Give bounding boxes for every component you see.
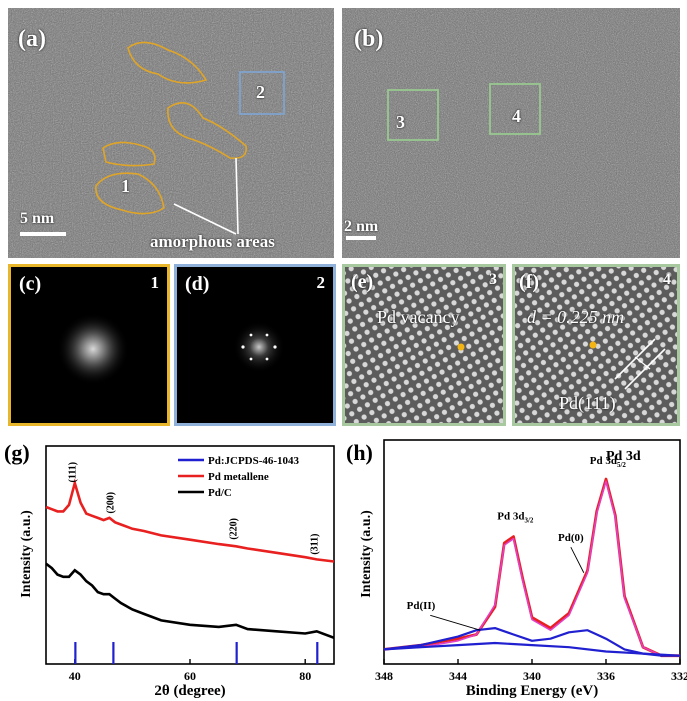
leader-line <box>430 614 481 631</box>
panel-label-f: (f) <box>519 271 539 293</box>
lattice-line <box>614 338 656 380</box>
peak-label: (111) <box>67 462 78 483</box>
region-box-2 <box>239 71 285 115</box>
panel-label-g: (g) <box>4 440 30 465</box>
x-axis-label: 2θ (degree) <box>154 683 225 699</box>
y-axis-label: Intensity (a.u.) <box>19 510 34 598</box>
peak-label: Pd(II) <box>407 600 436 612</box>
legend-entry: Pd/C <box>208 487 232 499</box>
amorphous-outline <box>127 41 208 84</box>
vacancy-label: Pd vacancy <box>377 307 460 327</box>
region-box-4 <box>489 83 541 135</box>
panel-index-d: 2 <box>316 273 326 292</box>
scale-bar <box>20 232 66 236</box>
region-box-3 <box>387 89 439 141</box>
x-tick-label: 336 <box>597 669 615 683</box>
xrd-plot: 40 60 80 (g) 2θ (degree) Intensity (a.u.) … <box>4 440 335 699</box>
legend-entry: Pd:JCPDS-46-1043 <box>208 455 300 467</box>
scale-bar <box>346 236 376 240</box>
xps-plot: 348 344 340 336 332 (h) Pd 3d Binding Energy… <box>346 439 687 699</box>
series-background <box>383 641 681 657</box>
panel-index-e: 3 <box>489 271 497 288</box>
lattice-line <box>624 348 666 390</box>
x-tick-label: 332 <box>671 669 687 683</box>
tem-texture-a <box>8 8 334 258</box>
scale-text-a: 5 nm <box>20 210 55 227</box>
annotation-arrow <box>173 203 237 235</box>
scale-text-b: 2 nm <box>344 218 379 235</box>
panel-index-f: 4 <box>663 271 671 288</box>
series-pd-ii- <box>383 627 680 657</box>
peak-label: (220) <box>229 518 240 540</box>
series-fit <box>383 480 680 657</box>
y-axis-label: Intensity (a.u.) <box>359 510 374 598</box>
hrtem-image-f: (f) 4 d = 0.225 nm Pd(111) <box>512 264 680 426</box>
series-pd-metallene <box>45 478 335 563</box>
panel-index-c: 1 <box>150 273 160 292</box>
lattice-texture-e <box>345 267 503 423</box>
fft-pattern-c <box>57 313 129 385</box>
amorphous-label: amorphous areas <box>150 232 275 251</box>
panel-label-a: (a) <box>18 26 46 52</box>
panel-label-d: (d) <box>185 273 210 295</box>
panel-label-e: (e) <box>351 271 374 293</box>
peak-label: Pd 3d3/2 <box>497 511 534 525</box>
plane-label: Pd(111) <box>559 393 616 413</box>
peak-label: (200) <box>105 492 116 514</box>
panel-label-c: (c) <box>19 273 42 295</box>
peak-label: (311) <box>309 534 320 555</box>
region-label-1: 1 <box>121 176 130 196</box>
amorphous-outline <box>167 102 247 160</box>
x-tick-label: 348 <box>375 669 393 683</box>
fft-image-c: (c) 1 <box>8 264 170 426</box>
annotation-arrow <box>235 157 239 235</box>
region-label-3: 3 <box>396 112 405 132</box>
vacancy-dot <box>457 343 465 351</box>
x-axis-label: Binding Energy (eV) <box>466 683 599 699</box>
fft-pattern-d <box>233 321 285 373</box>
d-spacing-label: d = 0.225 nm <box>527 307 625 327</box>
peak-label: Pd(0) <box>558 532 584 544</box>
legend-entry: Pd metallene <box>208 471 269 483</box>
vacancy-dot <box>589 341 597 349</box>
tem-image-b: (b) 3 4 2 nm <box>342 8 680 258</box>
x-tick-label: 340 <box>523 669 541 683</box>
lattice-texture-f <box>515 267 677 423</box>
series-pd-c <box>45 562 335 640</box>
chart-title: Pd 3d <box>606 449 641 464</box>
x-tick-label: 80 <box>299 669 311 683</box>
amorphous-outline <box>95 172 165 215</box>
panel-label-h: (h) <box>346 440 373 465</box>
x-tick-label: 40 <box>69 669 81 683</box>
tem-image-a: (a) 2 1 5 nm amorphous areas <box>8 8 334 258</box>
panel-label-b: (b) <box>354 26 384 52</box>
region-label-4: 4 <box>512 106 521 126</box>
fft-image-d: (d) 2 <box>174 264 336 426</box>
x-tick-label: 344 <box>449 669 467 683</box>
chart-h: 348 344 340 336 332 (h) Pd 3d Binding Energy… <box>342 432 687 701</box>
chart-g: 40 60 80 (g) 2θ (degree) Intensity (a.u.) … <box>0 432 342 701</box>
leader-line <box>570 547 585 573</box>
x-tick-label: 60 <box>184 669 196 683</box>
region-label-2: 2 <box>256 82 265 102</box>
hrtem-image-e: (e) 3 Pd vacancy <box>342 264 506 426</box>
lattice-arrow <box>634 356 651 370</box>
amorphous-outline <box>102 141 156 167</box>
tem-texture-b <box>342 8 680 258</box>
